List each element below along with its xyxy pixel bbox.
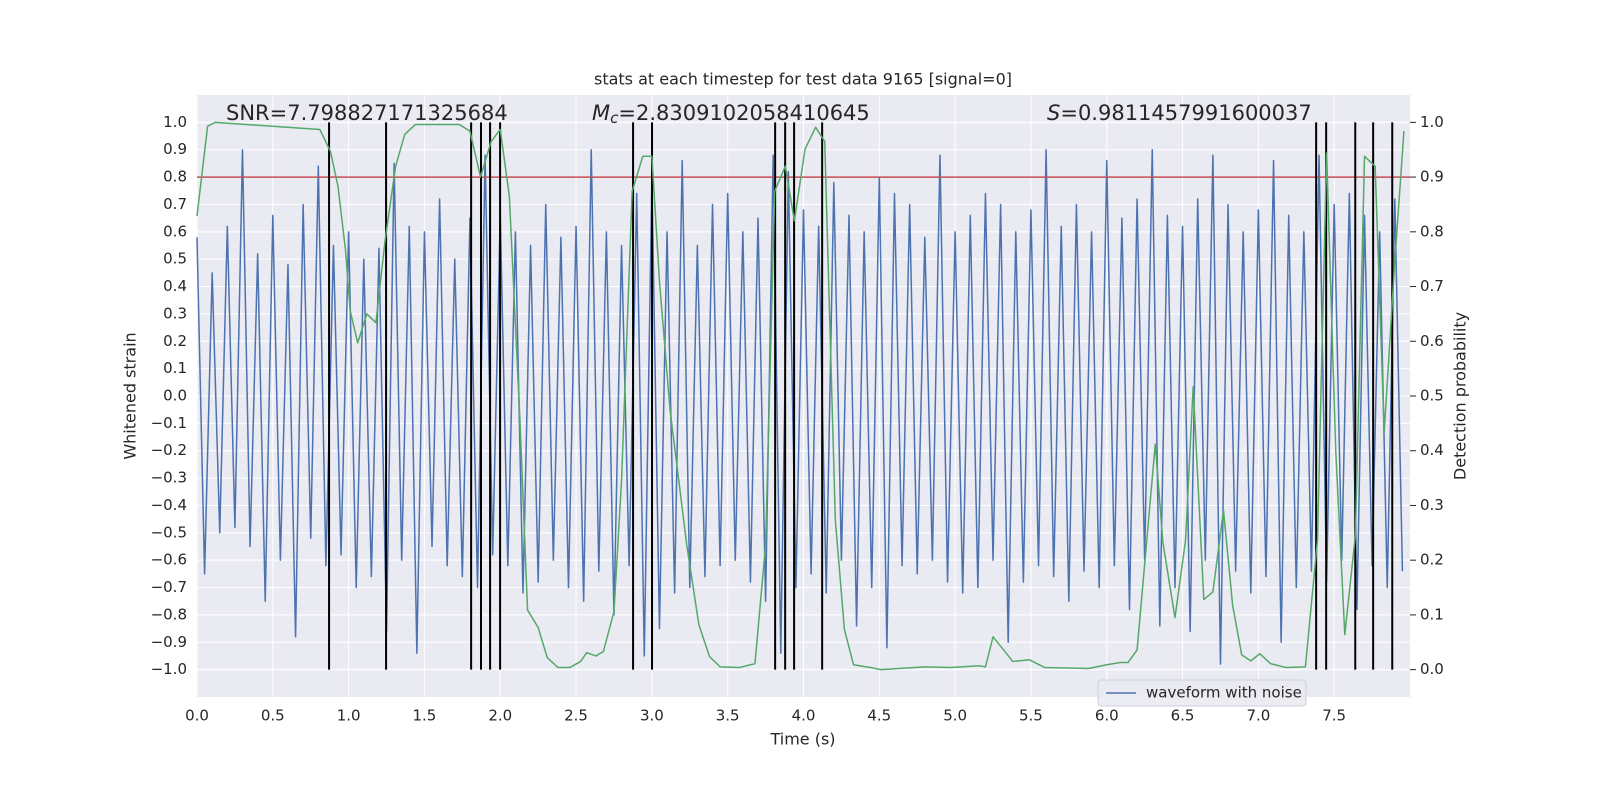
annotation-text: SNR=7.798827171325684 [226, 101, 508, 125]
y-tick-label: 0.2 [163, 332, 187, 350]
annotation: Mc=2.8309102058410645 [592, 101, 870, 127]
y-tick-label: 0.5 [163, 250, 187, 268]
legend-label: waveform with noise [1146, 684, 1302, 702]
annotation-subscript: c [610, 109, 619, 127]
marks [196, 121, 1410, 671]
y-tick-label: −1.0 [151, 660, 187, 678]
x-tick-label: 2.5 [564, 707, 588, 725]
y-tick-label: −0.8 [151, 605, 187, 623]
y2-tick-label: 0.2 [1420, 551, 1444, 569]
x-tick-label: 0.0 [185, 707, 209, 725]
x-tick-label: 2.0 [488, 707, 512, 725]
y-tick-label: −0.6 [151, 551, 187, 569]
x-tick-label: 3.5 [716, 707, 740, 725]
y-tick-label: −0.7 [151, 578, 187, 596]
annotation: SNR=7.798827171325684 [226, 101, 508, 125]
y-tick-label: 0.8 [163, 168, 187, 186]
y-tick-label: −0.1 [151, 414, 187, 432]
annotation: S=0.9811457991600037 [1047, 101, 1312, 125]
y-tick-label: 0.6 [163, 222, 187, 240]
y-tick-label: 1.0 [163, 113, 187, 131]
x-tick-label: 1.5 [413, 707, 437, 725]
x-tick-label: 1.0 [337, 707, 361, 725]
y-tick-label: −0.3 [151, 469, 187, 487]
y-tick-label: −0.5 [151, 523, 187, 541]
probability-line [196, 121, 1405, 671]
y-tick-label: 0.7 [163, 195, 187, 213]
y2-tick-label: 0.4 [1420, 441, 1444, 459]
y-tick-label: 0.3 [163, 304, 187, 322]
y-tick-label: 0.1 [163, 359, 187, 377]
y-tick-label: −0.2 [151, 441, 187, 459]
y2-tick-label: 0.7 [1420, 277, 1444, 295]
y-tick-label: −0.4 [151, 496, 187, 514]
annotation-symbol: M [592, 101, 610, 125]
y2-tick-label: 0.6 [1420, 332, 1444, 350]
x-tick-label: 7.5 [1322, 707, 1346, 725]
annotation-text: =0.9811457991600037 [1060, 101, 1311, 125]
x-tick-label: 7.0 [1246, 707, 1270, 725]
y2-tick-label: 0.1 [1420, 605, 1444, 623]
y2-tick-label: 0.8 [1420, 222, 1444, 240]
y2-tick-label: 0.5 [1420, 387, 1444, 405]
y-tick-label: 0.0 [163, 387, 187, 405]
y2-tick-label: 0.0 [1420, 660, 1444, 678]
x-tick-label: 5.5 [1019, 707, 1043, 725]
x-tick-label: 5.0 [943, 707, 967, 725]
y-tick-label: 0.4 [163, 277, 187, 295]
y2-tick-label: 0.9 [1420, 168, 1444, 186]
annotation-symbol: S [1047, 101, 1060, 125]
x-axis-label: Time (s) [769, 730, 835, 749]
annotation-text: =2.8309102058410645 [618, 101, 869, 125]
waveform-line [196, 148, 1404, 665]
x-tick-label: 4.5 [867, 707, 891, 725]
chart-title: stats at each timestep for test data 916… [594, 70, 1012, 89]
x-tick-label: 3.0 [640, 707, 664, 725]
y2-axis-label: Detection probability [1451, 312, 1470, 480]
x-tick-label: 6.5 [1171, 707, 1195, 725]
y-tick-label: −0.9 [151, 633, 187, 651]
x-tick-label: 6.0 [1095, 707, 1119, 725]
legend-box [1097, 679, 1307, 707]
x-tick-label: 0.5 [261, 707, 285, 725]
y-tick-label: 0.9 [163, 140, 187, 158]
y2-tick-label: 0.3 [1420, 496, 1444, 514]
x-tick-label: 4.0 [792, 707, 816, 725]
y2-tick-label: 1.0 [1420, 113, 1444, 131]
y-axis-label: Whitened strain [121, 332, 140, 459]
